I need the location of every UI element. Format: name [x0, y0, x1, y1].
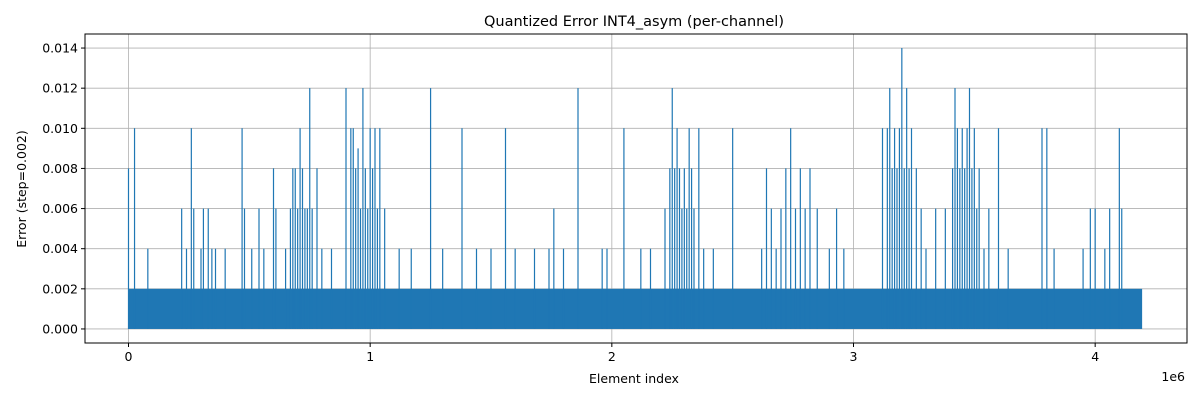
y-tick-label: 0.004 — [42, 241, 78, 256]
x-axis-label: Element index — [589, 371, 679, 386]
y-axis-label: Error (step=0.002) — [14, 130, 29, 248]
chart-title: Quantized Error INT4_asym (per-channel) — [484, 14, 784, 30]
error-spikes — [127, 48, 1123, 329]
baseline-band — [128, 288, 1143, 329]
y-tick-label: 0.010 — [42, 121, 78, 136]
x-tick-label: 3 — [850, 349, 858, 364]
plot-frame — [84, 33, 1188, 344]
x-tick-label: 0 — [125, 349, 133, 364]
y-tick-label: 0.012 — [42, 81, 78, 96]
y-tick-label: 0.008 — [42, 161, 78, 176]
x-tick-label: 1 — [366, 349, 374, 364]
x-axis-offset-text: 1e6 — [1161, 369, 1185, 384]
y-tick-label: 0.000 — [42, 321, 78, 336]
error-baseline-band — [128, 288, 1143, 329]
x-axis-ticks: 0 1 2 3 4 — [125, 343, 1099, 364]
y-axis-ticks: 0.000 0.002 0.004 0.006 0.008 0.010 0.012 0.014 — [42, 41, 85, 336]
y-tick-label: 0.002 — [42, 281, 78, 296]
y-tick-label: 0.014 — [42, 41, 78, 56]
x-tick-label: 2 — [608, 349, 616, 364]
x-tick-label: 4 — [1091, 349, 1099, 364]
y-tick-label: 0.006 — [42, 201, 78, 216]
